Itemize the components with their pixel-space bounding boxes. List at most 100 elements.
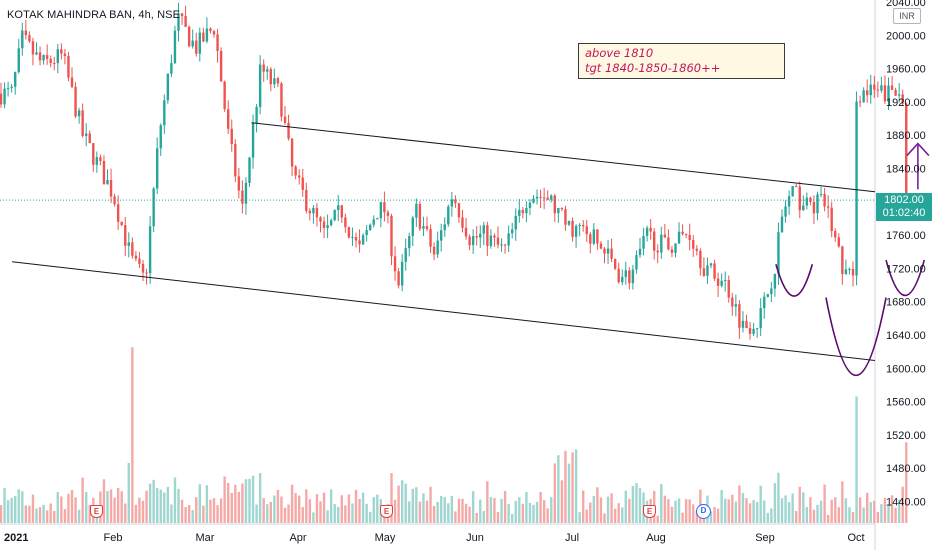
earnings-event-icon[interactable]: E bbox=[380, 505, 393, 518]
time-tick-label: Sep bbox=[755, 532, 775, 544]
volume-bar bbox=[319, 501, 322, 523]
candle-body bbox=[461, 217, 464, 228]
candle-body bbox=[574, 225, 578, 237]
candle-body bbox=[440, 230, 443, 241]
candle-body bbox=[244, 182, 248, 204]
volume-bar bbox=[152, 479, 155, 523]
candles bbox=[0, 2, 908, 340]
candle-body bbox=[571, 220, 574, 237]
price-tick-label: 1880.00 bbox=[886, 130, 926, 142]
volume-bar bbox=[109, 489, 113, 523]
volume-bar bbox=[905, 442, 908, 523]
volume-bar bbox=[411, 488, 414, 523]
volume-bar bbox=[251, 475, 255, 523]
volume-bar bbox=[223, 476, 226, 523]
symbol-title[interactable]: KOTAK MAHINDRA BAN, 4h, NSE bbox=[7, 9, 181, 21]
dividend-event-icon[interactable]: D bbox=[696, 504, 711, 519]
earnings-event-icon[interactable]: E bbox=[643, 505, 656, 518]
volume-bar bbox=[613, 508, 617, 523]
volume-bar bbox=[333, 504, 336, 523]
volume-bar bbox=[116, 487, 120, 523]
volume-bar bbox=[748, 503, 752, 523]
candle-body bbox=[582, 224, 585, 227]
volume-bar bbox=[258, 473, 262, 523]
time-tick-label: Jul bbox=[565, 532, 579, 544]
volume-bar bbox=[471, 491, 475, 523]
volume-bar bbox=[635, 483, 638, 523]
candle-body bbox=[425, 226, 429, 229]
candle-body bbox=[727, 280, 730, 298]
volume-bar bbox=[784, 495, 787, 523]
candle-body bbox=[883, 85, 887, 102]
candle-body bbox=[223, 81, 226, 110]
currency-badge[interactable]: INR bbox=[893, 8, 921, 24]
price-tick-label: 1640.00 bbox=[886, 330, 926, 342]
time-axis[interactable]: 2021 Feb Mar Apr May Jun Jul Aug Sep Oct bbox=[4, 532, 865, 544]
candle-body bbox=[564, 209, 567, 225]
candle-body bbox=[905, 103, 908, 201]
candle-body bbox=[475, 236, 478, 238]
candle-body bbox=[578, 224, 581, 226]
volume-bar bbox=[170, 504, 173, 523]
volume-bar bbox=[681, 512, 684, 523]
volume-bar bbox=[862, 507, 865, 523]
annotation-box[interactable]: above 1810 tgt 1840-1850-1860++ bbox=[578, 43, 785, 79]
candle-body bbox=[724, 280, 727, 282]
volume-bar bbox=[106, 490, 109, 523]
candle-body bbox=[14, 72, 17, 87]
volume-bar bbox=[897, 499, 901, 523]
candle-body bbox=[613, 258, 617, 269]
candle-body bbox=[677, 231, 681, 244]
candle-body bbox=[748, 328, 752, 334]
candle-body bbox=[638, 248, 642, 256]
volume-bar bbox=[553, 463, 556, 523]
candle-body bbox=[422, 226, 425, 229]
volume-bar bbox=[798, 486, 801, 523]
volume-bar bbox=[603, 513, 606, 523]
candle-body bbox=[866, 90, 869, 96]
candle-body bbox=[411, 217, 414, 237]
candle-body bbox=[63, 53, 67, 56]
volume-bar bbox=[734, 501, 738, 523]
volume-bar bbox=[890, 495, 894, 523]
volume-bar bbox=[287, 504, 290, 523]
candle-body bbox=[365, 230, 368, 236]
volume-bar bbox=[227, 482, 230, 523]
candle-body bbox=[152, 188, 155, 227]
volume-bar bbox=[855, 396, 858, 523]
candle-body bbox=[770, 288, 773, 295]
candle-body bbox=[759, 308, 762, 329]
candle-body bbox=[312, 207, 315, 214]
volume-bar bbox=[255, 504, 258, 523]
volume-bar bbox=[70, 490, 74, 523]
candle-body bbox=[273, 78, 276, 85]
candle-body bbox=[28, 35, 31, 42]
price-tick-label: 1440.00 bbox=[886, 497, 926, 509]
volume-bar bbox=[663, 495, 667, 523]
price-tick-label: 1520.00 bbox=[886, 430, 926, 442]
candle-body bbox=[202, 32, 205, 42]
volume-bar bbox=[457, 498, 461, 523]
earnings-event-icon[interactable]: E bbox=[90, 505, 103, 518]
candle-body bbox=[862, 90, 865, 102]
volume-bar bbox=[464, 503, 468, 523]
volume-bar bbox=[180, 499, 184, 523]
candle-body bbox=[148, 226, 152, 274]
drawings bbox=[0, 122, 930, 377]
volume-bar bbox=[606, 496, 610, 523]
candle-body bbox=[205, 28, 209, 42]
candle-body bbox=[741, 320, 745, 328]
candle-body bbox=[802, 205, 805, 211]
price-axis[interactable]: 2040.00 2000.00 1960.00 1920.00 1880.00 1840.… bbox=[886, 0, 926, 509]
candle-body bbox=[287, 122, 290, 139]
candle-body bbox=[404, 248, 407, 262]
volume-bar bbox=[131, 347, 134, 523]
volume-bar bbox=[684, 499, 688, 523]
volume-bar bbox=[539, 491, 542, 523]
candle-body bbox=[251, 123, 255, 158]
volume-bar bbox=[621, 507, 624, 523]
volume-bar bbox=[493, 498, 496, 523]
candle-body bbox=[489, 235, 493, 246]
candle-body bbox=[567, 220, 571, 225]
